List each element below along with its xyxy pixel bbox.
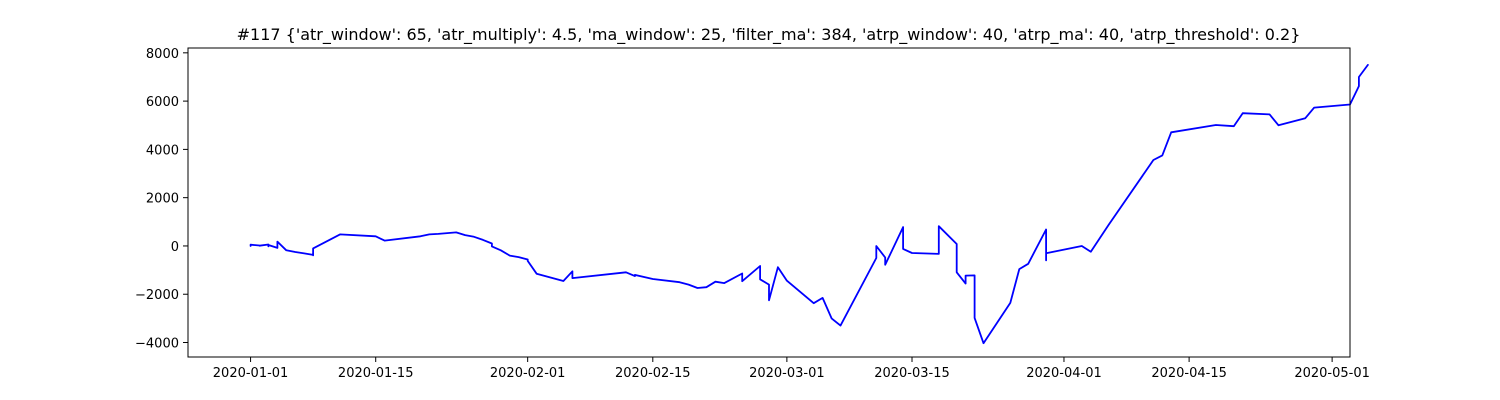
y-tick-label: 6000 [146, 95, 179, 110]
x-tick-label: 2020-02-01 [490, 366, 566, 381]
y-axis: −4000 −2000 0 2000 4000 6000 8000 [135, 47, 188, 352]
x-tick-label: 2020-03-01 [749, 366, 825, 381]
x-axis: 2020-01-01 2020-01-15 2020-02-01 2020-02-15… [213, 357, 1370, 381]
y-tick-label: 2000 [146, 192, 179, 207]
x-tick-label: 2020-02-15 [615, 366, 691, 381]
x-tick-label: 2020-01-15 [338, 366, 414, 381]
chart-title: #117 {'atr_window': 65, 'atr_multiply': … [237, 25, 1301, 45]
y-tick-label: 4000 [146, 143, 179, 158]
y-tick-label: −4000 [135, 337, 179, 352]
x-tick-label: 2020-01-01 [213, 366, 289, 381]
plot-area [249, 64, 1369, 345]
x-tick-label: 2020-05-01 [1294, 366, 1370, 381]
x-tick-label: 2020-04-01 [1026, 366, 1102, 381]
plot-frame [187, 47, 1351, 358]
x-tick-label: 2020-04-15 [1151, 366, 1227, 381]
x-tick-label: 2020-03-15 [874, 366, 950, 381]
y-tick-label: 0 [171, 240, 179, 255]
y-tick-label: −2000 [135, 288, 179, 303]
y-tick-label: 8000 [146, 47, 179, 62]
equity-line [249, 64, 1369, 345]
